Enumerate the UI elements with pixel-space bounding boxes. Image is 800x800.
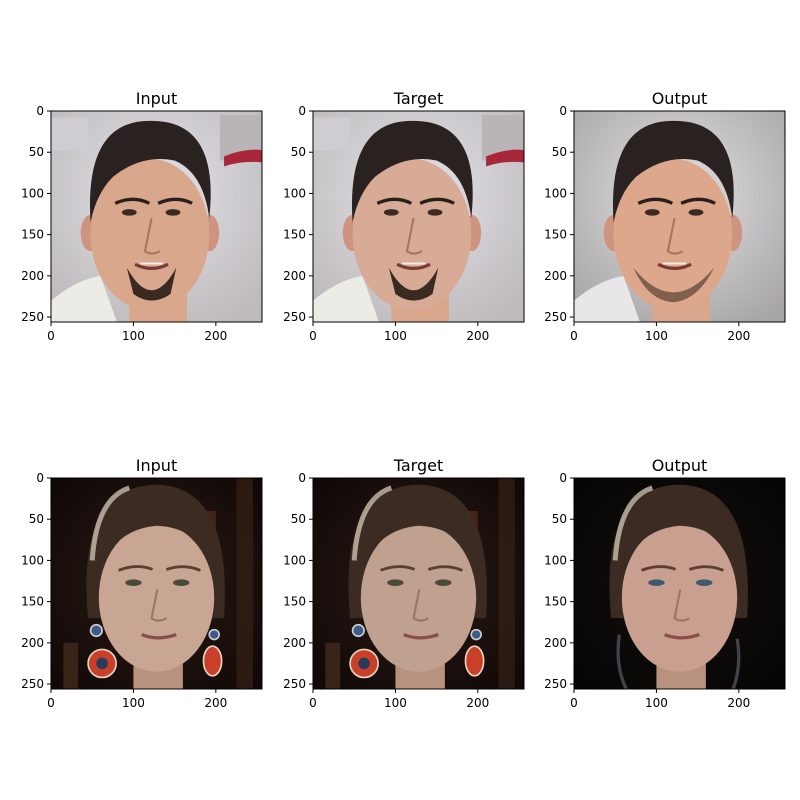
y-tick-label: 100	[544, 553, 567, 567]
x-tick-label: 0	[47, 329, 55, 343]
x-tick-label: 200	[727, 696, 750, 710]
x-tick-label: 0	[309, 329, 317, 343]
y-tick-label: 100	[283, 553, 306, 567]
axes-frame	[312, 110, 525, 323]
y-tick-label: 250	[283, 310, 306, 324]
earring	[351, 623, 365, 638]
hair	[89, 120, 211, 223]
y-tick-label: 0	[559, 471, 567, 485]
y-tick-label: 150	[283, 595, 306, 609]
y-tick-label: 50	[29, 512, 44, 526]
y-tick-label: 200	[21, 636, 44, 650]
x-tick-label: 200	[727, 329, 750, 343]
y-tick-label: 250	[283, 677, 306, 691]
panel-man-output: Output 0 100 200 0 50 100 150 200 250	[544, 89, 786, 343]
earring	[470, 628, 482, 641]
y-tick-label: 150	[283, 228, 306, 242]
y-tick-label: 150	[21, 595, 44, 609]
earring	[464, 645, 485, 677]
panel-title: Output	[652, 89, 708, 108]
x-tick-label: 100	[122, 696, 145, 710]
y-tick-label: 150	[21, 228, 44, 242]
panel-man-input: Input 0 100 200 0 50 100 150 200 250	[21, 89, 263, 343]
y-tick-label: 200	[21, 269, 44, 283]
face	[352, 158, 472, 311]
panel-woman-input: Input 0 100 200 0 50 100 150 200 250	[21, 456, 263, 710]
y-tick-label: 50	[29, 145, 44, 159]
y-tick-label: 0	[36, 471, 44, 485]
y-tick-label: 100	[283, 186, 306, 200]
face	[90, 158, 210, 311]
axes-frame	[50, 110, 263, 323]
y-tick-label: 0	[559, 104, 567, 118]
face	[613, 158, 733, 311]
y-tick-label: 150	[544, 595, 567, 609]
panel-image	[313, 111, 524, 322]
y-tick-label: 250	[544, 677, 567, 691]
x-tick-label: 100	[645, 329, 668, 343]
x-tick-label: 100	[645, 696, 668, 710]
x-tick-label: 0	[570, 329, 578, 343]
x-tick-label: 200	[204, 329, 227, 343]
panel-title: Target	[393, 89, 444, 108]
y-tick-label: 200	[283, 636, 306, 650]
earring	[202, 645, 223, 677]
y-tick-label: 0	[298, 104, 306, 118]
y-tick-label: 50	[552, 145, 567, 159]
earring	[89, 623, 103, 638]
panel-woman-target: Target 0 100 200 0 50 100 150 200 250	[283, 456, 525, 710]
y-tick-label: 200	[544, 269, 567, 283]
y-tick-label: 250	[21, 310, 44, 324]
panel-image	[574, 478, 785, 689]
earring	[208, 628, 220, 641]
panel-title: Target	[393, 456, 444, 475]
panel-title: Input	[136, 456, 177, 475]
x-tick-label: 0	[309, 696, 317, 710]
axes-frame	[573, 477, 786, 690]
panel-man-target: Target 0 100 200 0 50 100 150 200 250	[283, 89, 525, 343]
x-tick-label: 100	[384, 329, 407, 343]
y-tick-label: 200	[283, 269, 306, 283]
x-tick-label: 200	[466, 696, 489, 710]
y-tick-label: 50	[291, 512, 306, 526]
y-tick-label: 100	[21, 553, 44, 567]
y-tick-label: 100	[544, 186, 567, 200]
axes-frame	[312, 477, 525, 690]
x-tick-label: 200	[204, 696, 227, 710]
panel-title: Output	[652, 456, 708, 475]
y-tick-label: 200	[544, 636, 567, 650]
x-tick-label: 200	[466, 329, 489, 343]
panel-image	[51, 478, 262, 689]
hair	[351, 120, 473, 223]
axes-frame	[50, 477, 263, 690]
x-tick-label: 100	[122, 329, 145, 343]
y-tick-label: 100	[21, 186, 44, 200]
panel-image	[574, 111, 785, 322]
x-tick-label: 100	[384, 696, 407, 710]
axes-frame	[573, 110, 786, 323]
y-tick-label: 0	[298, 471, 306, 485]
panel-image	[313, 478, 524, 689]
y-tick-label: 250	[21, 677, 44, 691]
y-tick-label: 0	[36, 104, 44, 118]
y-tick-label: 250	[544, 310, 567, 324]
y-tick-label: 150	[544, 228, 567, 242]
panel-image	[51, 111, 262, 322]
y-tick-label: 50	[552, 512, 567, 526]
y-tick-label: 50	[291, 145, 306, 159]
x-tick-label: 0	[570, 696, 578, 710]
panel-title: Input	[136, 89, 177, 108]
x-tick-label: 0	[47, 696, 55, 710]
hair	[612, 120, 734, 223]
panel-woman-output: Output 0 100 200 0 50 100 150 200 250	[544, 456, 786, 710]
